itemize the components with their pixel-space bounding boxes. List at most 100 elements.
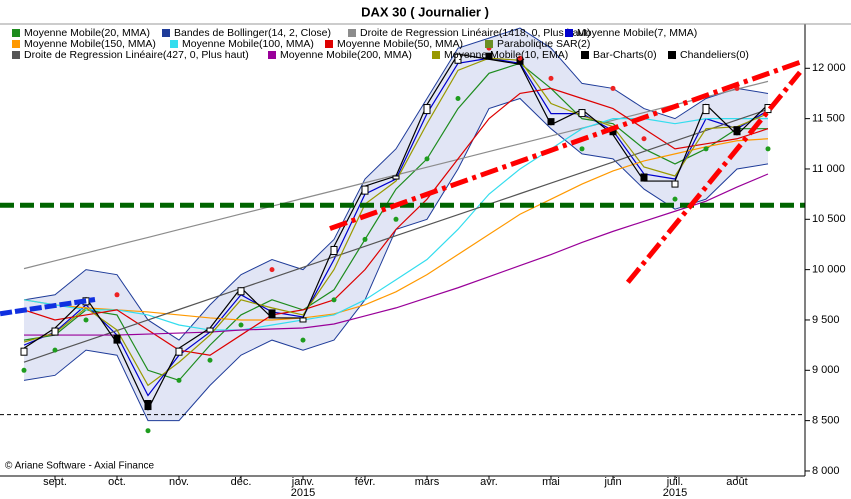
candle-body bbox=[547, 118, 555, 126]
legend-label: Parabolique SAR(2) bbox=[497, 38, 590, 50]
legend-label: Moyenne Mobile(50, MMA) bbox=[337, 38, 463, 50]
sar-dot bbox=[641, 136, 647, 142]
legend-swatch bbox=[581, 51, 589, 59]
sar-dot bbox=[145, 428, 151, 434]
legend-swatch bbox=[432, 51, 440, 59]
candle-body bbox=[175, 347, 183, 356]
y-tick-label: 12 000 bbox=[812, 62, 846, 74]
legend-label: Droite de Regression Linéaire(1418, 0, P… bbox=[360, 27, 591, 39]
y-tick-label: 8 000 bbox=[812, 465, 840, 477]
sar-dot bbox=[455, 95, 461, 101]
sar-dot bbox=[331, 297, 337, 303]
x-tick-label: déc. bbox=[230, 476, 252, 488]
sar-dot bbox=[362, 236, 368, 242]
legend-label: Moyenne Mobile(7, MMA) bbox=[577, 27, 697, 39]
sar-dot bbox=[548, 75, 554, 81]
candle-body bbox=[237, 287, 245, 296]
legend-label: Bandes de Bollinger(14, 2, Close) bbox=[174, 27, 331, 39]
candle-body bbox=[268, 309, 276, 319]
sar-dot bbox=[52, 347, 58, 353]
candle-body bbox=[640, 173, 648, 182]
y-tick-label: 11 500 bbox=[812, 113, 845, 125]
sar-dot bbox=[579, 146, 585, 152]
x-tick-label: oct. bbox=[108, 476, 126, 488]
legend-swatch bbox=[12, 40, 20, 48]
candle-body bbox=[423, 104, 431, 115]
legend-label: Moyenne Mobile(200, MMA) bbox=[280, 49, 412, 61]
candle-body bbox=[206, 327, 214, 333]
credit: © Ariane Software - Axial Finance bbox=[5, 461, 155, 472]
series-line bbox=[23, 62, 768, 382]
legend-swatch bbox=[12, 29, 20, 37]
candle-body bbox=[671, 180, 679, 188]
sar-dot bbox=[83, 317, 89, 323]
sar-dot bbox=[610, 85, 616, 91]
x-tick-label: sept. bbox=[43, 476, 67, 488]
legend-label: Bar-Charts(0) bbox=[593, 49, 657, 61]
sar-dot bbox=[424, 156, 430, 162]
x-tick-label: juin bbox=[604, 476, 622, 488]
sar-dot bbox=[672, 196, 678, 202]
legend-label: Moyenne Mobile(100, MMA) bbox=[182, 38, 314, 50]
y-tick-label: 9 500 bbox=[812, 314, 840, 326]
sar-dot bbox=[765, 146, 771, 152]
y-tick-label: 8 500 bbox=[812, 415, 840, 427]
sar-dot bbox=[21, 367, 27, 373]
legend-label: Moyenne Mobile(10, EMA) bbox=[444, 49, 568, 61]
candle-body bbox=[299, 317, 307, 323]
sar-dot bbox=[269, 267, 275, 273]
y-axis-panel bbox=[805, 24, 851, 499]
trend-line bbox=[0, 297, 96, 317]
x-tick-label: févr. bbox=[354, 476, 376, 488]
x-tick-label: mars bbox=[414, 476, 440, 488]
sar-dot bbox=[517, 55, 523, 61]
legend-label: Moyenne Mobile(20, MMA) bbox=[24, 27, 150, 39]
chart-title: DAX 30 ( Journalier ) bbox=[361, 4, 489, 19]
candle-body bbox=[702, 104, 710, 115]
legend-swatch bbox=[325, 40, 333, 48]
legend-swatch bbox=[12, 51, 20, 59]
sar-dot bbox=[207, 357, 213, 363]
plot-area bbox=[0, 27, 805, 434]
y-tick-label: 11 000 bbox=[812, 163, 845, 175]
legend-swatch bbox=[485, 40, 493, 48]
candle-body bbox=[392, 175, 400, 180]
candle-body bbox=[733, 126, 741, 136]
trend-line bbox=[625, 70, 802, 284]
candle-body bbox=[485, 52, 493, 60]
legend-label: Moyenne Mobile(150, MMA) bbox=[24, 38, 156, 50]
sar-dot bbox=[393, 216, 399, 222]
legend-swatch bbox=[565, 29, 573, 37]
candle-body bbox=[578, 109, 586, 118]
y-tick-label: 10 500 bbox=[812, 213, 846, 225]
series-line bbox=[23, 138, 769, 321]
candle-body bbox=[20, 347, 28, 356]
y-tick-label: 9 000 bbox=[812, 364, 840, 376]
series-line bbox=[24, 173, 769, 336]
legend-label: Droite de Regression Linéaire(427, 0, Pl… bbox=[24, 49, 249, 61]
candle-body bbox=[51, 327, 59, 336]
x-tick-label: nov. bbox=[169, 476, 189, 488]
series-line bbox=[23, 87, 769, 356]
y-tick-label: 10 000 bbox=[812, 264, 846, 276]
legend-label: Chandeliers(0) bbox=[680, 49, 749, 61]
candle-body bbox=[361, 185, 369, 195]
legend-swatch bbox=[170, 40, 178, 48]
candle-body bbox=[144, 399, 152, 411]
series-line bbox=[23, 57, 769, 387]
x-tick-label: août bbox=[726, 476, 748, 488]
legend-swatch bbox=[162, 29, 170, 37]
series-line bbox=[23, 108, 769, 363]
sar-dot bbox=[114, 292, 120, 298]
x-tick-label: janv. 2015 bbox=[290, 476, 316, 499]
sar-dot bbox=[176, 377, 182, 383]
bollinger-fill bbox=[24, 28, 768, 421]
x-tick-label: juil. 2015 bbox=[662, 476, 688, 499]
candle-body bbox=[330, 245, 338, 256]
sar-dot bbox=[238, 322, 244, 328]
legend-swatch bbox=[348, 29, 356, 37]
sar-dot bbox=[300, 337, 306, 343]
